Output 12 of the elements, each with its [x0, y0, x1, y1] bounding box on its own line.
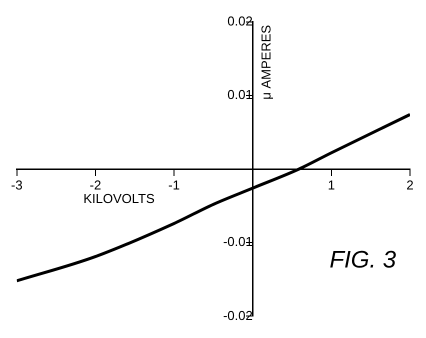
x-tick-label: -3	[11, 177, 23, 192]
x-tick-label: -2	[90, 177, 102, 192]
x-axis-title: KILOVOLTS	[83, 191, 155, 206]
x-tick-label: 2	[406, 177, 414, 192]
y-axis-title: μ AMPERES	[258, 24, 274, 100]
y-tick-label: -0.02	[223, 308, 253, 323]
y-tick-label: 0.01	[227, 86, 253, 102]
x-tick-label: -1	[168, 177, 180, 192]
y-tick-label: 0.02	[227, 13, 253, 28]
x-tick-label: 1	[328, 177, 335, 192]
y-tick-label: -0.01	[223, 234, 253, 250]
annotation: FIG. 3	[329, 246, 397, 274]
